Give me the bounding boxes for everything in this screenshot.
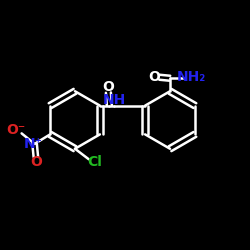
Text: NH: NH [103, 93, 126, 107]
Text: O: O [30, 155, 42, 170]
Text: O: O [102, 80, 114, 94]
Text: N⁺: N⁺ [24, 137, 43, 151]
Text: O: O [148, 70, 160, 84]
Text: NH₂: NH₂ [177, 70, 206, 84]
Text: Cl: Cl [87, 155, 102, 169]
Text: O⁻: O⁻ [6, 122, 26, 136]
